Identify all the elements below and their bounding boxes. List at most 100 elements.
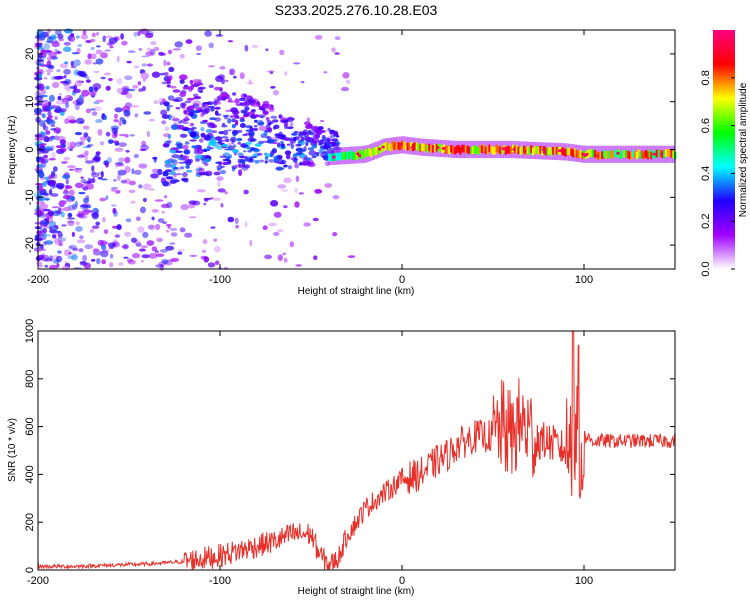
spectrogram-cell bbox=[169, 242, 176, 245]
spectrogram-cell bbox=[355, 151, 358, 160]
spectrogram-cell bbox=[142, 183, 152, 190]
spectrogram-cell bbox=[42, 232, 47, 239]
spectrogram-cell bbox=[265, 48, 269, 52]
spectrogram-cell bbox=[648, 149, 651, 158]
spectrogram-cell bbox=[300, 136, 305, 142]
spectrogram-cell bbox=[36, 169, 44, 174]
spectrogram-cell bbox=[428, 143, 431, 152]
spectrogram-cell bbox=[209, 147, 214, 150]
x-tick-label: 100 bbox=[575, 575, 593, 587]
spectrogram-cell bbox=[154, 199, 164, 202]
spectrogram-cell bbox=[69, 148, 73, 152]
spectrogram-cell bbox=[208, 65, 215, 68]
spectrogram-cell bbox=[100, 52, 108, 59]
spectrogram-cell bbox=[68, 35, 76, 42]
spectrogram-cell bbox=[109, 46, 114, 49]
spectrogram-cell bbox=[179, 119, 187, 123]
spectrogram-cell bbox=[295, 264, 303, 267]
spectrogram-cell bbox=[162, 170, 169, 177]
spectrogram-cell bbox=[225, 79, 229, 82]
spectrogram-cell bbox=[318, 142, 322, 146]
spectrogram-cell bbox=[120, 91, 128, 96]
spectrogram-cell bbox=[161, 120, 167, 125]
spectrogram-cell bbox=[473, 145, 477, 153]
spectrogram-cell bbox=[229, 115, 234, 118]
spectrogram-cell bbox=[655, 149, 659, 158]
spectrogram-cell bbox=[40, 99, 50, 105]
spectrogram-cell bbox=[550, 148, 553, 157]
spectrogram-cell bbox=[320, 129, 327, 133]
spectrogram-cell bbox=[324, 183, 333, 188]
spectrogram-cell bbox=[296, 152, 303, 155]
spectrogram-cell bbox=[223, 129, 229, 136]
spectrogram-cell bbox=[293, 157, 298, 164]
spectrogram-cell bbox=[247, 149, 253, 153]
spectrogram-cell bbox=[475, 146, 478, 155]
spectrogram-cell bbox=[162, 143, 170, 148]
spectrogram-cell bbox=[241, 104, 250, 107]
spectrogram-cell bbox=[612, 150, 615, 159]
spectrogram-cell bbox=[340, 152, 344, 160]
spectrogram-cell bbox=[72, 247, 79, 252]
spectrogram-cell bbox=[657, 149, 660, 158]
spectrogram-cell bbox=[180, 204, 189, 211]
spectrogram-cell bbox=[244, 44, 249, 52]
spectrogram-cell bbox=[250, 109, 256, 113]
spectrogram-cell bbox=[332, 232, 338, 237]
spectrogram-cell bbox=[579, 150, 582, 158]
spectrogram-cell bbox=[52, 81, 60, 89]
spectrogram-cell bbox=[342, 72, 350, 79]
spectrogram-cell bbox=[186, 169, 193, 173]
y-tick-label: -10 bbox=[24, 189, 36, 205]
spectrogram-cell bbox=[221, 78, 226, 85]
spectrogram-cell bbox=[265, 128, 273, 131]
spectrogram-cell bbox=[283, 257, 288, 263]
colorbar-tick-label: 0.4 bbox=[700, 166, 712, 181]
spectrogram-cell bbox=[40, 158, 46, 164]
spectrogram-cell bbox=[211, 124, 218, 129]
x-tick-label: -100 bbox=[209, 575, 231, 587]
spectrogram-cell bbox=[552, 147, 555, 155]
spectrogram-cell bbox=[45, 218, 50, 225]
spectrogram-cell bbox=[52, 166, 58, 172]
x-tick-label: -100 bbox=[209, 274, 231, 286]
spectrogram-cell bbox=[228, 97, 232, 103]
spectrogram-cell bbox=[44, 176, 50, 180]
spectrogram-cell bbox=[220, 203, 224, 208]
spectrogram-cell bbox=[119, 133, 128, 137]
spectrogram-cell bbox=[453, 146, 457, 155]
spectrogram-cell bbox=[179, 166, 185, 170]
spectrogram-cell bbox=[140, 72, 149, 80]
spectrogram-cell bbox=[142, 231, 149, 238]
spectrogram-cell bbox=[203, 107, 211, 114]
y-tick-label: 600 bbox=[24, 417, 36, 435]
spectrogram-cell bbox=[62, 80, 69, 86]
spectrogram-cell bbox=[264, 130, 271, 133]
spectrogram-cell bbox=[48, 51, 57, 59]
spectrogram-cell bbox=[90, 258, 96, 262]
spectrogram-cell bbox=[63, 156, 70, 161]
spectrogram-cell bbox=[555, 146, 559, 155]
spectrogram-cell bbox=[608, 150, 611, 159]
spectrogram-cell bbox=[44, 145, 53, 151]
spectrogram-cell bbox=[386, 141, 389, 150]
spectrogram-cell bbox=[117, 174, 121, 181]
spectrogram-cell bbox=[38, 143, 43, 146]
spectrogram-cell bbox=[55, 29, 62, 36]
spectrogram-cell bbox=[68, 119, 77, 124]
spectrogram-cell bbox=[395, 142, 398, 150]
spectrogram-cell bbox=[195, 168, 201, 171]
spectrogram-cell bbox=[161, 210, 165, 214]
spectrogram-cell bbox=[334, 36, 341, 40]
spectrogram-cell bbox=[164, 159, 171, 165]
spectrogram-cell bbox=[577, 150, 580, 158]
spectrogram-cell bbox=[68, 252, 72, 255]
spectrogram-cell bbox=[61, 224, 67, 227]
spectrogram-cell bbox=[313, 143, 318, 149]
spectrogram-cell bbox=[96, 258, 101, 265]
spectrogram-cell bbox=[388, 143, 391, 151]
spectrogram-cell bbox=[121, 40, 128, 46]
spectrogram-cell bbox=[298, 131, 303, 137]
spectrogram-cell bbox=[277, 167, 284, 171]
spectrogram-cell bbox=[185, 115, 189, 119]
